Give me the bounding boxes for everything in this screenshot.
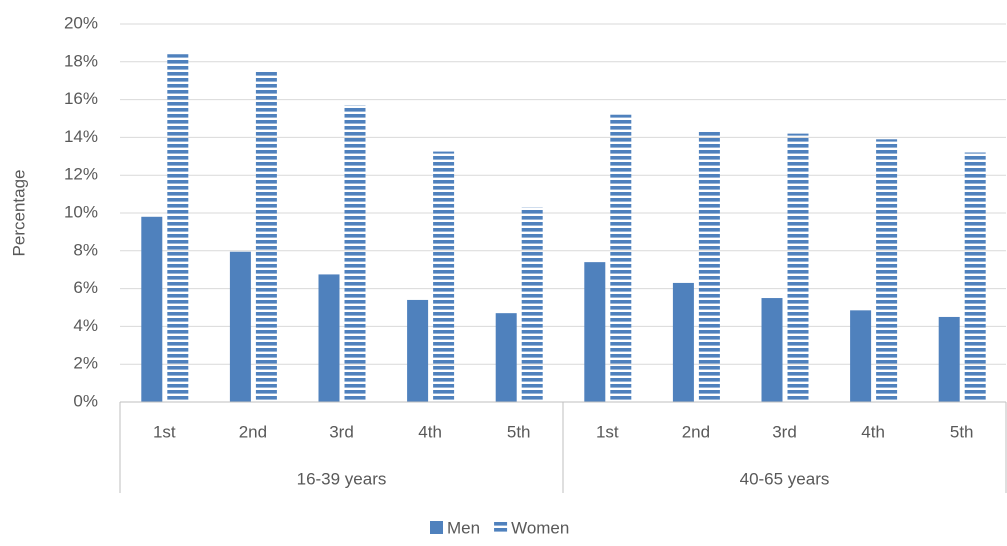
x-tick-label: 2nd <box>239 422 267 441</box>
x-tick-label: 1st <box>153 422 176 441</box>
bar <box>167 54 189 403</box>
x-tick-label: 1st <box>596 422 619 441</box>
x-tick-label: 4th <box>861 422 885 441</box>
bar <box>407 299 429 402</box>
x-tick-label: 5th <box>507 422 531 441</box>
bar <box>495 313 517 402</box>
bar <box>229 251 251 402</box>
y-tick-label: 14% <box>64 127 98 146</box>
bar <box>876 139 898 403</box>
y-tick-label: 12% <box>64 165 98 184</box>
y-tick-label: 6% <box>73 278 98 297</box>
bar <box>964 152 986 402</box>
legend-swatch <box>430 521 443 534</box>
y-tick-label: 10% <box>64 202 98 221</box>
x-tick-label: 2nd <box>682 422 710 441</box>
group-label: 16-39 years <box>297 469 387 488</box>
bar <box>318 274 340 402</box>
y-tick-label: 8% <box>73 240 98 259</box>
y-tick-label: 20% <box>64 13 98 32</box>
bar <box>344 105 366 403</box>
bar <box>787 133 809 402</box>
bar <box>584 262 606 402</box>
legend-label: Men <box>447 518 480 537</box>
y-axis-title: Percentage <box>9 170 28 257</box>
bar <box>610 114 632 402</box>
bar <box>761 298 783 402</box>
y-tick-label: 2% <box>73 354 98 373</box>
y-tick-label: 4% <box>73 316 98 335</box>
x-tick-label: 5th <box>950 422 974 441</box>
x-tick-label: 4th <box>418 422 442 441</box>
bar <box>698 131 720 403</box>
bar <box>141 216 163 402</box>
bar <box>521 207 543 402</box>
y-tick-label: 16% <box>64 89 98 108</box>
x-tick-label: 3rd <box>772 422 797 441</box>
legend-swatch <box>494 521 508 534</box>
y-tick-label: 18% <box>64 51 98 70</box>
bar <box>433 151 455 402</box>
bar <box>672 282 694 402</box>
x-tick-label: 3rd <box>329 422 354 441</box>
legend-label: Women <box>511 518 569 537</box>
bar <box>938 316 960 402</box>
bar <box>255 71 277 402</box>
bar <box>850 310 872 402</box>
group-label: 40-65 years <box>740 469 830 488</box>
y-tick-label: 0% <box>73 391 98 410</box>
